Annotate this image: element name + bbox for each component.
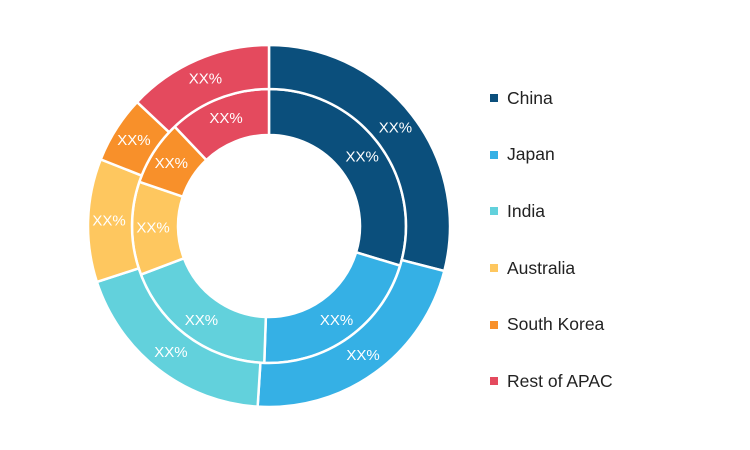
legend-swatch-japan <box>490 150 498 159</box>
legend-label-australia: Australia <box>507 257 576 278</box>
legend-label-china: China <box>507 87 553 108</box>
legend-swatch-australia <box>490 264 498 273</box>
legend-label-south-korea: South Korea <box>507 314 605 335</box>
legend-swatch-china <box>490 94 498 103</box>
legend-swatch-rest-of-apac <box>490 377 498 386</box>
inner-label-australia: XX% <box>136 220 169 237</box>
legend-item-japan: Japan <box>490 127 730 184</box>
inner-label-south-korea: XX% <box>155 155 188 172</box>
outer-label-australia: XX% <box>92 212 125 229</box>
legend-swatch-india <box>490 207 498 216</box>
inner-label-rest-of-apac: XX% <box>209 110 242 127</box>
legend-item-india: India <box>490 183 730 240</box>
legend-item-south-korea: South Korea <box>490 296 730 353</box>
legend-label-japan: Japan <box>507 144 555 165</box>
inner-label-japan: XX% <box>320 312 353 329</box>
inner-label-india: XX% <box>185 312 218 329</box>
chart-legend: China Japan India Australia South Korea … <box>490 70 730 410</box>
legend-label-india: India <box>507 200 545 221</box>
outer-label-china: XX% <box>379 119 412 136</box>
outer-slice-rest-of-apac <box>135 43 271 134</box>
legend-label-rest-of-apac: Rest of APAC <box>507 370 613 391</box>
outer-label-rest-of-apac: XX% <box>189 71 222 88</box>
inner-label-china: XX% <box>345 148 378 165</box>
legend-item-rest-of-apac: Rest of APAC <box>490 353 730 410</box>
legend-swatch-south-korea <box>490 320 498 329</box>
legend-item-australia: Australia <box>490 240 730 297</box>
legend-item-china: China <box>490 70 730 127</box>
outer-label-japan: XX% <box>346 347 379 364</box>
outer-label-south-korea: XX% <box>117 132 150 149</box>
outer-label-india: XX% <box>154 344 187 361</box>
